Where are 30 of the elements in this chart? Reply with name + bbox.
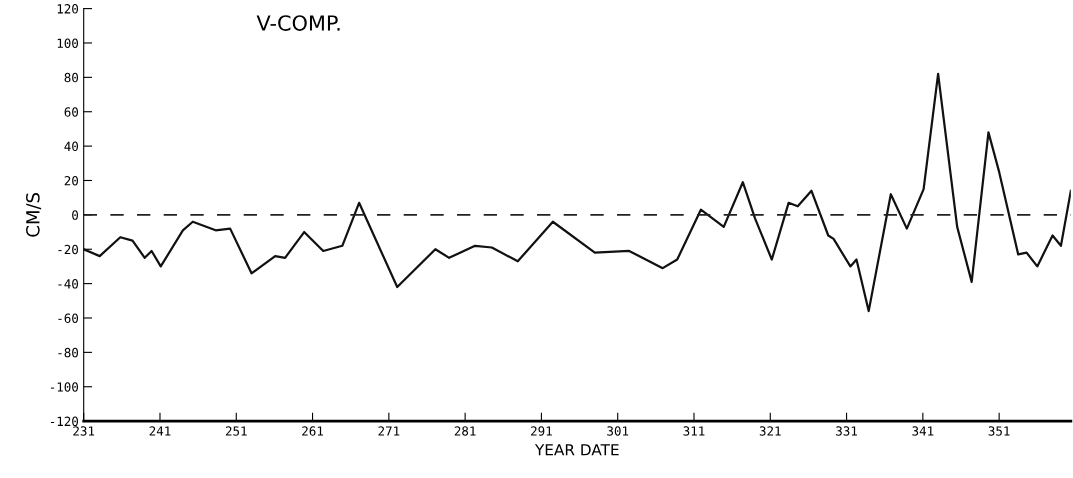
y-tick-label: 120 xyxy=(57,4,79,14)
y-tick-label: -80 xyxy=(58,347,79,358)
x-tick-label: 311 xyxy=(683,426,705,436)
y-tick-label: 80 xyxy=(64,72,79,83)
chart-title: V-COMP. xyxy=(256,15,340,31)
y-tick-label: 20 xyxy=(64,175,79,186)
x-tick-label: 291 xyxy=(531,426,552,436)
x-tick-label: 321 xyxy=(759,426,781,436)
y-tick-label: -60 xyxy=(58,313,79,323)
x-tick-label: 271 xyxy=(378,426,400,436)
x-tick-label: 281 xyxy=(454,426,476,436)
x-tick-label: 331 xyxy=(836,426,858,436)
x-tick-label: 351 xyxy=(988,426,1010,436)
y-tick-label: -120 xyxy=(50,416,79,427)
x-tick-label: 301 xyxy=(607,426,629,436)
x-axis-title: YEAR DATE xyxy=(534,444,619,456)
y-tick-label: -20 xyxy=(58,244,79,255)
y-tick-label: 60 xyxy=(64,107,79,117)
x-tick-label: 241 xyxy=(149,426,171,436)
line-series xyxy=(83,72,1071,313)
y-tick-label: -100 xyxy=(50,382,79,392)
x-tick-label: 231 xyxy=(73,426,95,436)
y-tick-label: -40 xyxy=(58,279,79,289)
x-tick-label: 261 xyxy=(302,426,323,436)
x-tick-label: 251 xyxy=(225,426,247,436)
y-tick-label: 0 xyxy=(72,210,79,220)
y-tick-label: 40 xyxy=(64,141,79,152)
y-axis-title: CM/S xyxy=(26,193,42,237)
x-tick-label: 341 xyxy=(912,426,934,436)
y-tick-label: 100 xyxy=(57,38,79,48)
